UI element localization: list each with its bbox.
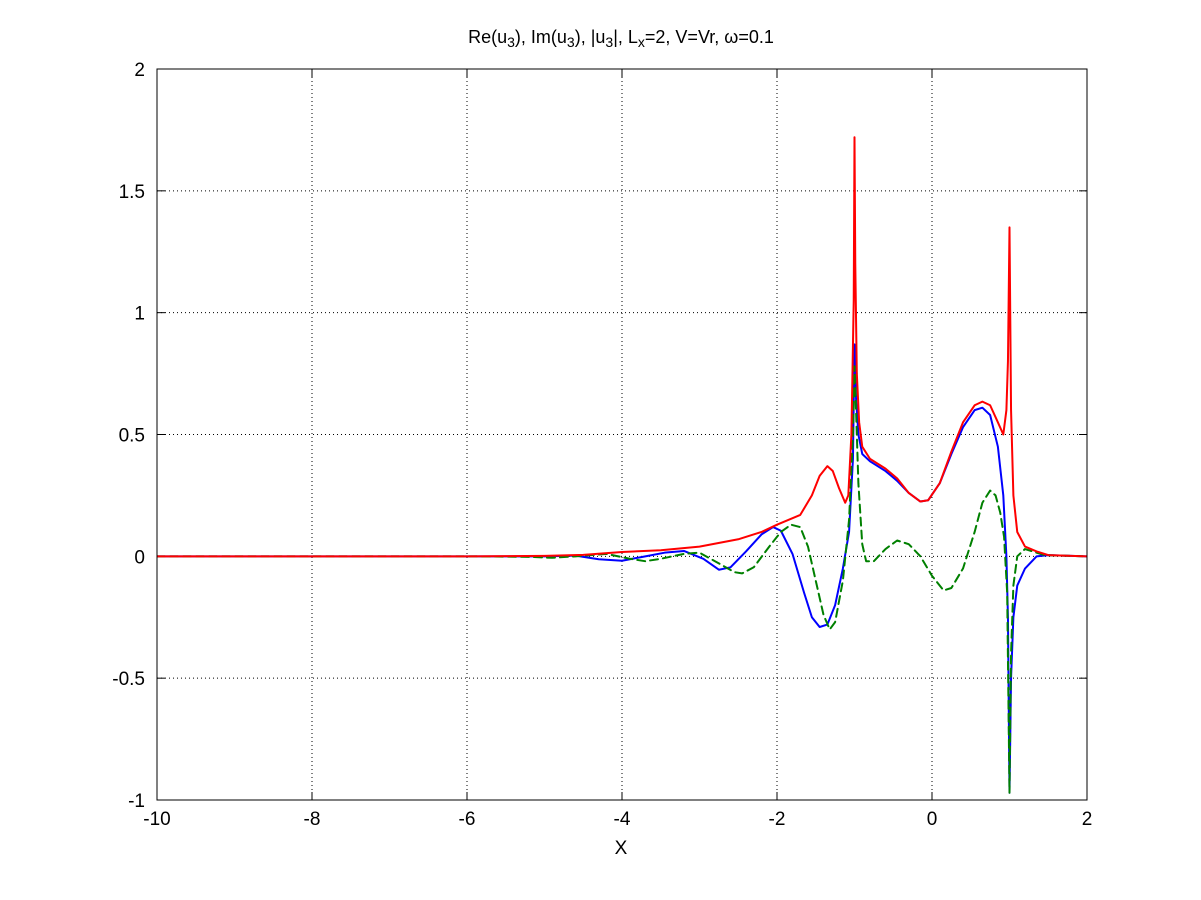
title-subscript: 3 (567, 34, 575, 50)
title-segment: =2, V=Vr, ω=0.1 (645, 27, 774, 47)
y-tick-label: 0 (134, 547, 145, 568)
y-tick-label: 1 (134, 304, 145, 325)
grid-lines (157, 69, 1087, 800)
series-line-2 (157, 365, 1087, 794)
x-axis-label: X (615, 838, 628, 859)
title-segment: ), Im(u (515, 27, 567, 47)
y-tick-label: -1 (128, 791, 145, 812)
x-tick-label: 0 (927, 809, 938, 830)
x-tick-label: -8 (304, 809, 321, 830)
title-segment: ), |u (575, 27, 606, 47)
series-line-3 (157, 136, 1087, 558)
title-segment: |, L (613, 27, 638, 47)
title-subscript: x (638, 34, 645, 50)
title-segment: Re(u (468, 27, 507, 47)
title-subscript: 3 (605, 34, 613, 50)
plot-series (157, 136, 1087, 794)
plot-frame (156, 68, 1088, 801)
y-tick-label: -0.5 (112, 669, 145, 690)
y-tick-label: 2 (134, 60, 145, 81)
x-tick-label: -2 (769, 809, 786, 830)
y-tick-label: 0.5 (119, 426, 145, 447)
x-tick-label: -10 (143, 809, 170, 830)
axis-tick-labels: -10 -8 -6 -4 -2 0 2 -1 -0.5 0 0.5 1 1.5 2 (112, 60, 1092, 830)
x-tick-label: 2 (1082, 809, 1093, 830)
chart-title: Re(u3), Im(u3), |u3|, Lx=2, V=Vr, ω=0.1 (468, 27, 774, 50)
y-tick-label: 1.5 (119, 182, 145, 203)
x-tick-label: -6 (459, 809, 476, 830)
title-subscript: 3 (507, 34, 515, 50)
x-tick-label: -4 (614, 809, 631, 830)
